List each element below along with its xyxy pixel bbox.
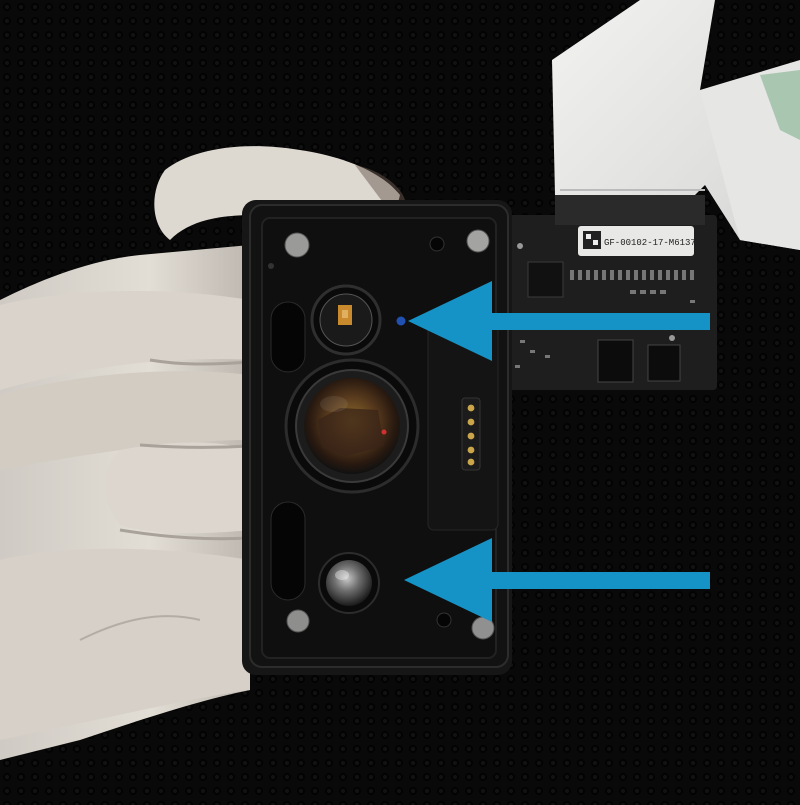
pcb-label-text: GF-00102-17-M6137 (604, 238, 696, 248)
blue-led (396, 316, 406, 326)
screw (286, 609, 310, 633)
ribbon-cable (552, 0, 800, 250)
mounting-slot (270, 501, 306, 601)
pcb-label-sticker (578, 226, 694, 256)
pcb-board: GF-00102-17-M6137 (495, 195, 717, 390)
lower-lens (318, 552, 380, 614)
arrow-to-upper-sensor (408, 281, 710, 361)
hand (0, 146, 405, 760)
screw (284, 232, 310, 258)
pogo-pins (461, 397, 481, 471)
screw (466, 229, 490, 253)
main-lens (284, 358, 420, 494)
arrow-to-lower-lens (404, 538, 710, 622)
upper-sensor (310, 284, 382, 356)
mounting-slot (270, 301, 306, 373)
